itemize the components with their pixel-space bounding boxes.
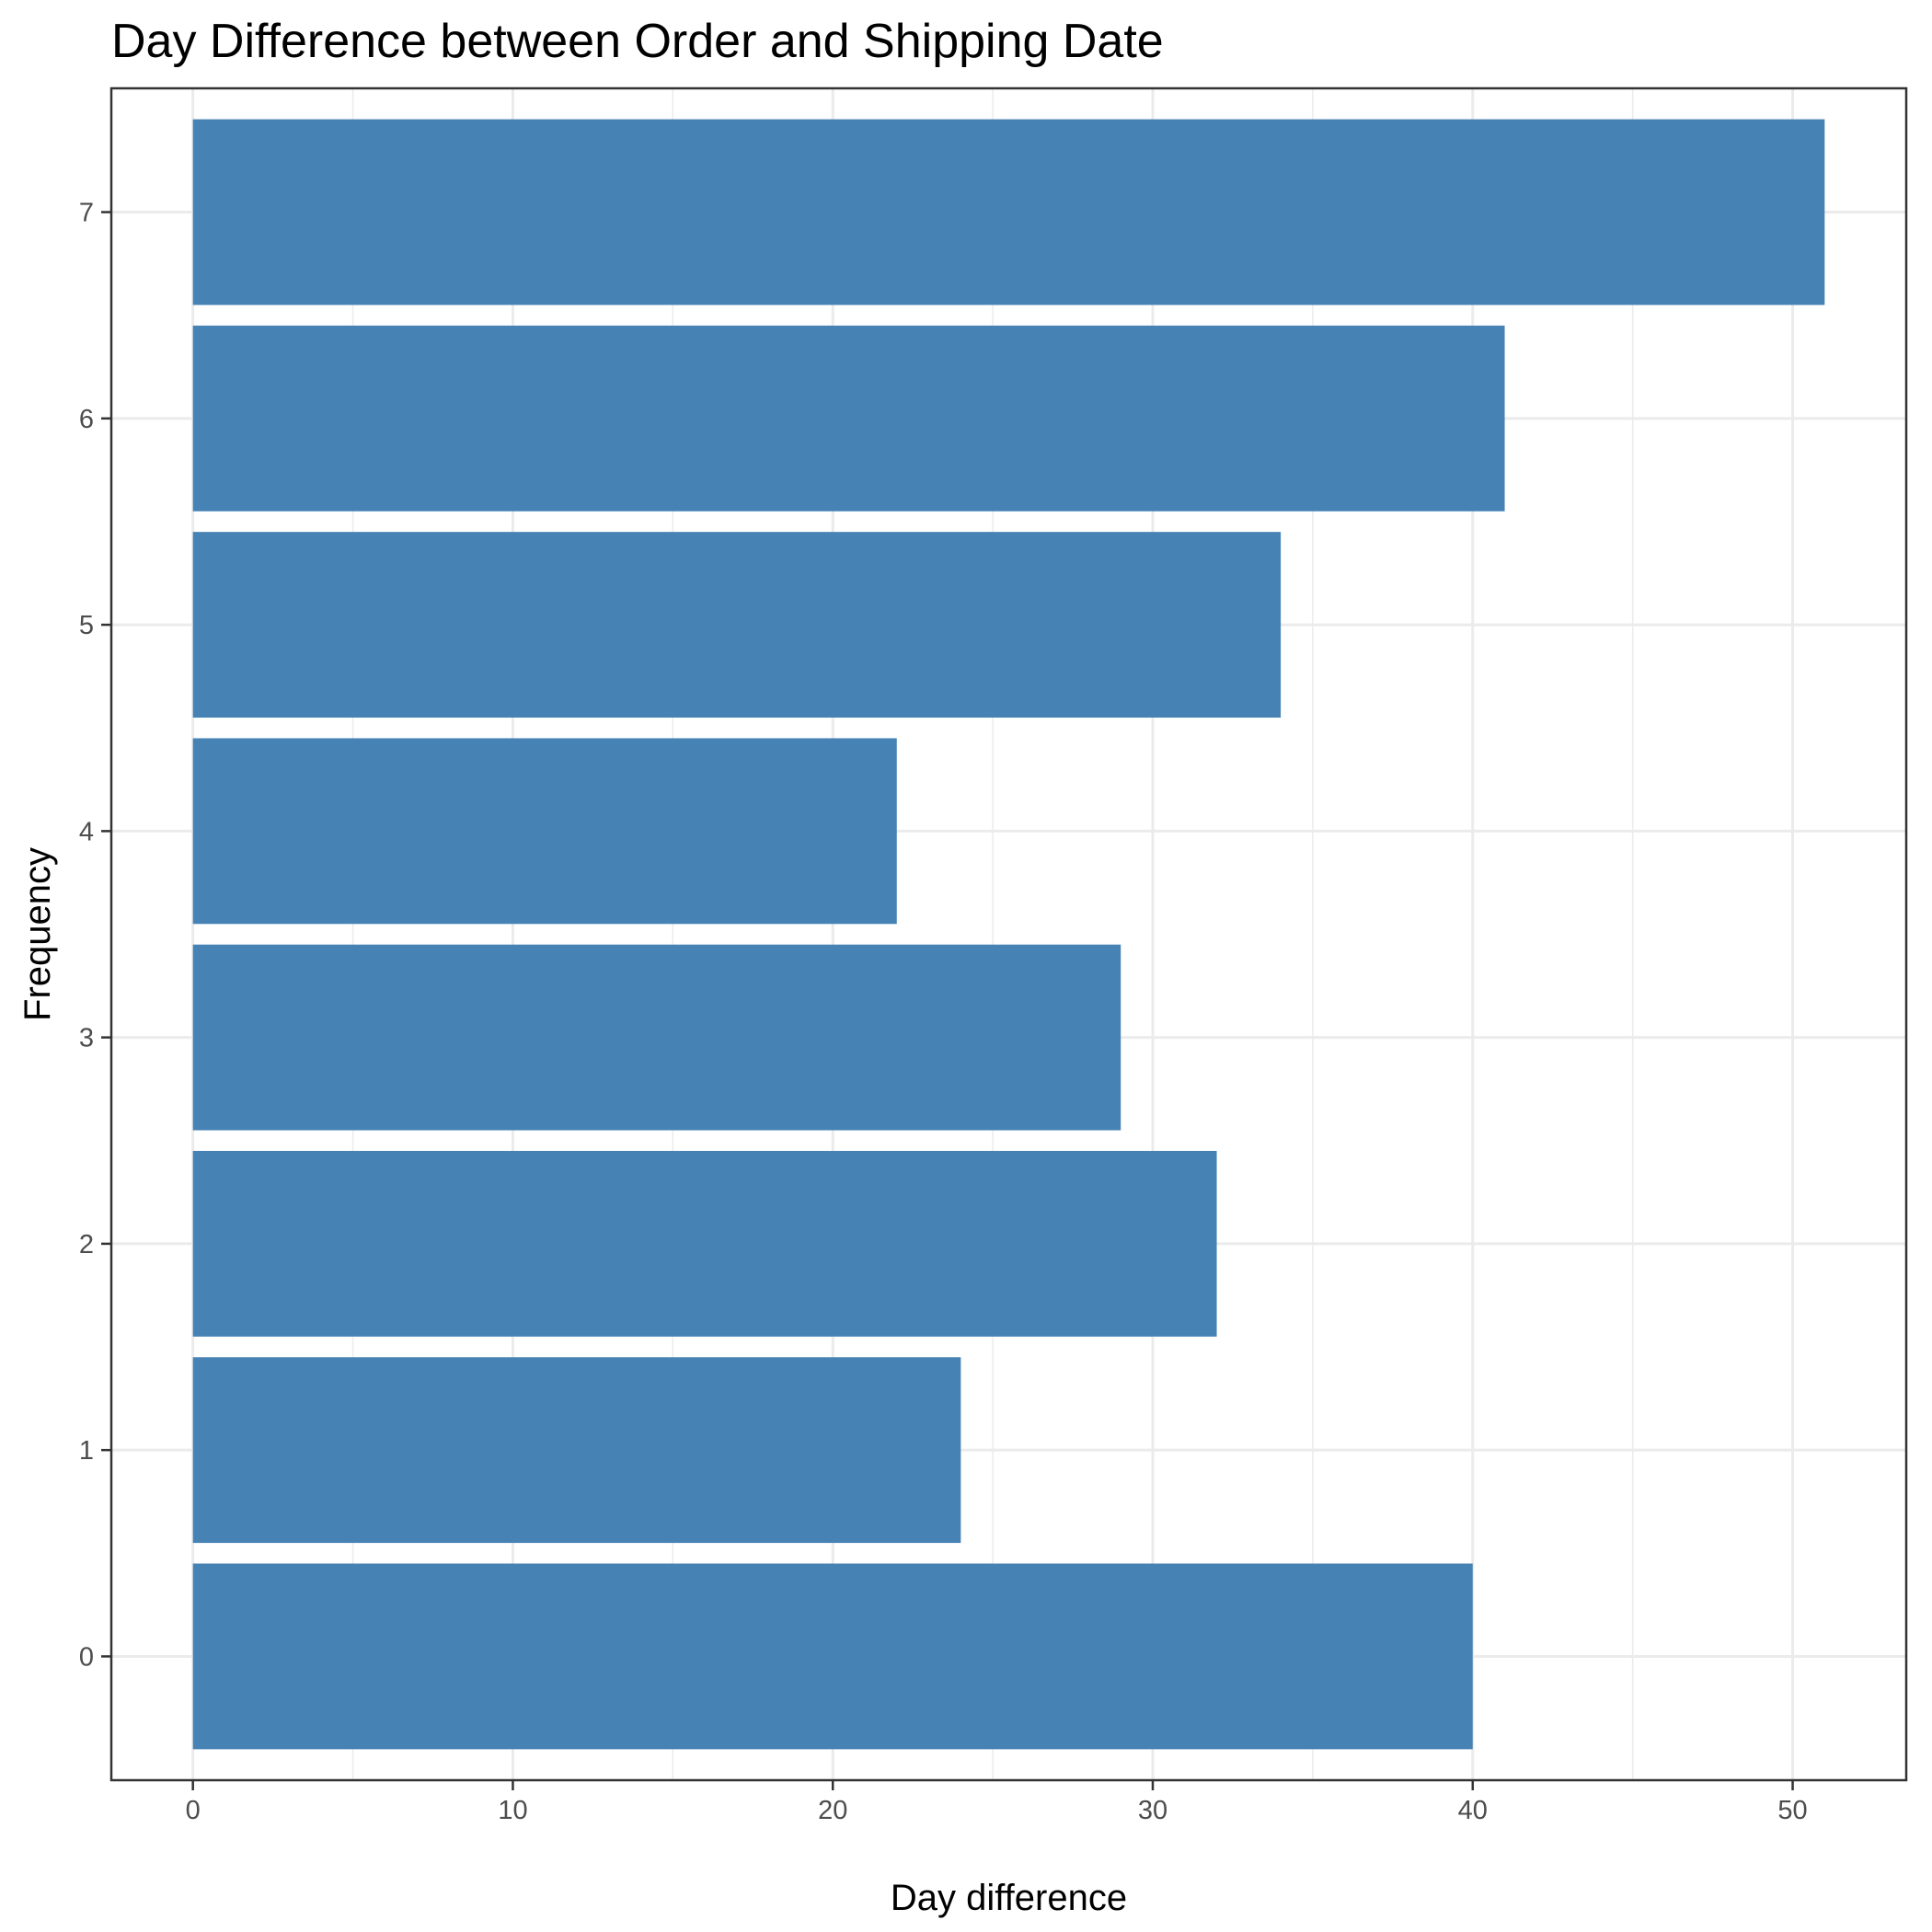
bar-7 — [192, 119, 1825, 305]
bar-6 — [192, 325, 1505, 512]
x-tick-label: 10 — [498, 1796, 527, 1825]
x-tick-label: 20 — [818, 1796, 847, 1825]
x-tick-label: 30 — [1138, 1796, 1167, 1825]
y-tick-label: 6 — [79, 405, 94, 434]
x-tick-label: 40 — [1458, 1796, 1488, 1825]
bar-5 — [192, 532, 1282, 719]
y-tick-label: 3 — [79, 1024, 94, 1053]
y-tick-label: 1 — [79, 1436, 94, 1466]
bars — [192, 119, 1825, 1750]
panel-border — [109, 86, 1908, 1782]
y-tick-label: 4 — [79, 817, 94, 846]
bar-2 — [192, 1150, 1217, 1337]
y-tick-label: 5 — [79, 611, 94, 640]
y-tick-label: 0 — [79, 1642, 94, 1672]
bar-4 — [192, 738, 897, 925]
x-axis-label: Day difference — [891, 1878, 1127, 1918]
y-axis: 0 1 2 3 4 5 6 7 — [79, 199, 111, 1672]
x-tick-label: 0 — [186, 1796, 201, 1825]
x-tick-label: 50 — [1777, 1796, 1807, 1825]
bar-0 — [192, 1563, 1473, 1750]
y-tick-label: 7 — [79, 199, 94, 228]
chart-title: Day Difference between Order and Shippin… — [111, 15, 1164, 68]
bar-3 — [192, 944, 1121, 1131]
bar-1 — [192, 1357, 961, 1544]
y-tick-label: 2 — [79, 1230, 94, 1259]
x-axis: 0 10 20 30 40 50 — [186, 1780, 1808, 1825]
y-axis-label: Frequency — [17, 847, 58, 1021]
